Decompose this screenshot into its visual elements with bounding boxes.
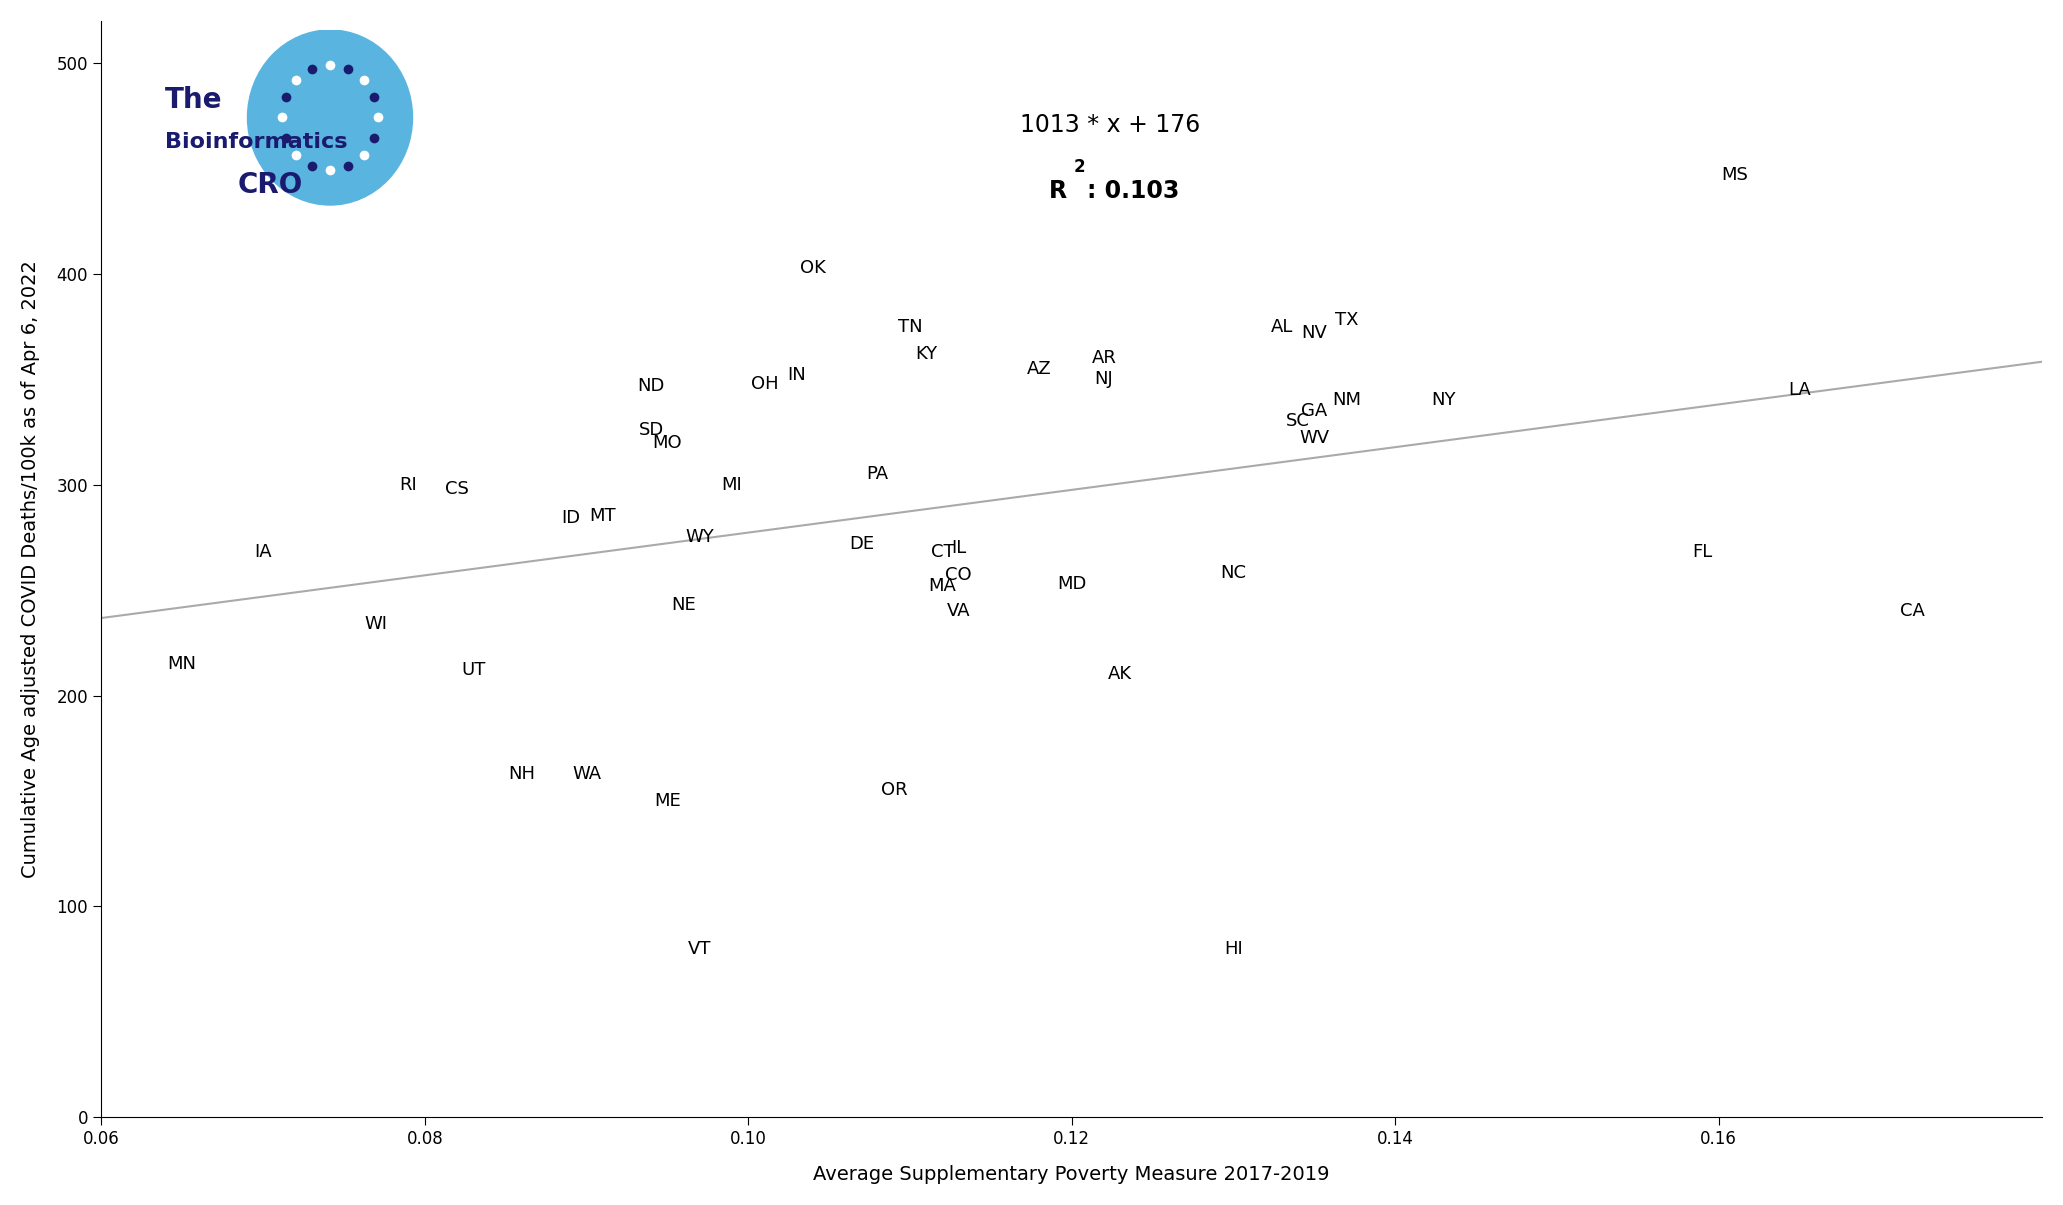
Text: AZ: AZ <box>1027 360 1052 377</box>
Text: NC: NC <box>1221 564 1246 582</box>
Text: NE: NE <box>670 596 695 613</box>
Text: ME: ME <box>654 792 681 810</box>
Y-axis label: Cumulative Age adjusted COVID Deaths/100k as of Apr 6, 2022: Cumulative Age adjusted COVID Deaths/100… <box>21 260 39 878</box>
Text: DE: DE <box>848 535 875 553</box>
Text: GA: GA <box>1302 402 1327 419</box>
Text: NH: NH <box>507 765 534 782</box>
Text: RI: RI <box>400 476 417 494</box>
Text: ND: ND <box>637 377 664 394</box>
Text: WI: WI <box>365 615 388 633</box>
Text: TX: TX <box>1335 311 1357 329</box>
Text: NM: NM <box>1333 392 1362 410</box>
Text: MN: MN <box>167 656 196 672</box>
Text: OR: OR <box>881 782 908 799</box>
Text: SC: SC <box>1285 412 1310 430</box>
Text: VA: VA <box>947 602 970 621</box>
Text: LA: LA <box>1789 381 1811 399</box>
Text: NJ: NJ <box>1095 370 1114 388</box>
Text: CRO: CRO <box>237 171 303 199</box>
Text: FL: FL <box>1692 543 1712 562</box>
Ellipse shape <box>248 30 413 205</box>
Text: IA: IA <box>254 543 272 562</box>
Text: CO: CO <box>945 566 972 584</box>
Text: MS: MS <box>1721 166 1747 183</box>
Text: MA: MA <box>928 577 957 595</box>
Text: : 0.103: : 0.103 <box>1087 178 1180 202</box>
Text: 1013 * x + 176: 1013 * x + 176 <box>1021 113 1201 137</box>
Text: R: R <box>1048 178 1067 202</box>
Text: OK: OK <box>800 259 825 276</box>
Text: NV: NV <box>1302 324 1327 342</box>
Text: CT: CT <box>930 543 955 562</box>
Text: CS: CS <box>446 480 468 498</box>
Text: 2: 2 <box>1073 158 1085 176</box>
Text: WA: WA <box>571 765 600 782</box>
Text: VT: VT <box>687 940 712 958</box>
Text: NY: NY <box>1432 392 1456 410</box>
Text: UT: UT <box>462 662 485 680</box>
Text: AL: AL <box>1271 318 1294 335</box>
Text: AK: AK <box>1108 665 1133 683</box>
Text: ID: ID <box>561 510 580 528</box>
Text: WV: WV <box>1300 429 1329 447</box>
Text: KY: KY <box>916 345 937 363</box>
Text: CA: CA <box>1900 602 1925 621</box>
Text: MI: MI <box>722 476 743 494</box>
Text: AR: AR <box>1091 349 1116 368</box>
Text: Bioinformatics: Bioinformatics <box>165 133 347 153</box>
Text: MD: MD <box>1056 575 1087 593</box>
Text: WY: WY <box>685 529 714 546</box>
Text: MT: MT <box>590 507 617 525</box>
Text: TN: TN <box>897 318 922 335</box>
Text: PA: PA <box>866 465 889 483</box>
Text: MO: MO <box>652 434 683 452</box>
X-axis label: Average Supplementary Poverty Measure 2017-2019: Average Supplementary Poverty Measure 20… <box>813 1165 1331 1185</box>
Text: IN: IN <box>788 366 807 384</box>
Text: SD: SD <box>640 421 664 439</box>
Text: OH: OH <box>751 375 778 393</box>
Text: IL: IL <box>951 539 965 557</box>
Text: HI: HI <box>1223 940 1242 958</box>
Text: The: The <box>165 86 223 114</box>
